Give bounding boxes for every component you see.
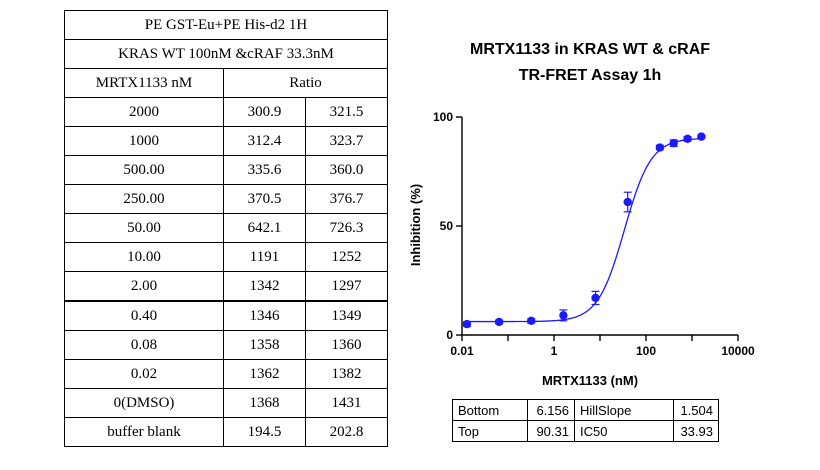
ratio-cell-rep1: 1342: [223, 271, 306, 302]
ratio-cell-rep1: 642.1: [223, 213, 306, 243]
ratio-cell-rep2: 1431: [305, 388, 388, 418]
ratio-cell-rep2: 1297: [305, 271, 388, 302]
x-tick-label: 0.01: [450, 344, 474, 358]
chart-subtitle: TR-FRET Assay 1h: [519, 67, 662, 84]
table-title-row-2: KRAS WT 100nM &cRAF 33.3nM: [64, 39, 388, 69]
data-point: [623, 197, 632, 207]
ratio-cell-rep1: 1362: [223, 359, 306, 389]
x-tick-label: 1: [551, 344, 558, 358]
ratio-cell-rep1: 335.6: [223, 155, 306, 185]
table-title-line1: PE GST-Eu+PE His-d2 1H: [64, 10, 388, 40]
x-tick-label: 10000: [721, 344, 755, 358]
data-point: [669, 138, 678, 148]
table-row: 500.00 335.6 360.0: [64, 155, 388, 185]
data-point: [494, 317, 504, 327]
x-axis: 0.01 1 100 10000: [450, 334, 755, 358]
ratio-cell-rep1: 1191: [223, 242, 306, 272]
table-row: 250.00 370.5 376.7: [64, 184, 388, 214]
concentration-cell: 0.08: [64, 330, 224, 360]
table-row: 0.40 1346 1349: [64, 300, 388, 331]
concentration-cell: 0.02: [64, 359, 224, 389]
table-row: 2000 300.9 321.5: [64, 97, 388, 127]
ratio-cell-rep2: 1382: [305, 359, 388, 389]
y-tick-label: 50: [440, 219, 454, 233]
table-row: 1000 312.4 323.7: [64, 126, 388, 156]
data-point: [559, 311, 568, 320]
fit-curve-layer: [466, 138, 702, 323]
ratio-cell-rep1: 312.4: [223, 126, 306, 156]
ratio-cell-rep1: 370.5: [223, 184, 306, 214]
concentration-cell: 0.40: [64, 300, 224, 331]
ic50-value: 33.93: [673, 420, 719, 442]
table-row: buffer blank 194.5 202.8: [64, 417, 388, 447]
ratio-cell-rep2: 1252: [305, 242, 388, 272]
table-row: 0(DMSO) 1368 1431: [64, 388, 388, 418]
table-header-row: MRTX1133 nM Ratio: [64, 68, 388, 98]
ratio-cell-rep1: 1368: [223, 388, 306, 418]
ratio-cell-rep2: 1360: [305, 330, 388, 360]
ratio-data-table: PE GST-Eu+PE His-d2 1H KRAS WT 100nM &cR…: [64, 10, 388, 447]
concentration-cell: buffer blank: [64, 417, 224, 447]
ratio-cell-rep2: 1349: [305, 300, 388, 331]
table-row: 50.00 642.1 726.3: [64, 213, 388, 243]
ratio-cell-rep1: 1358: [223, 330, 306, 360]
concentration-cell: 1000: [64, 126, 224, 156]
column-header-concentration: MRTX1133 nM: [64, 68, 224, 98]
data-point: [655, 143, 665, 152]
ratio-cell-rep2: 321.5: [305, 97, 388, 127]
x-axis-label: MRTX1133 (nM): [542, 373, 638, 388]
table-title-line2: KRAS WT 100nM &cRAF 33.3nM: [64, 39, 388, 69]
ratio-cell-rep2: 376.7: [305, 184, 388, 214]
table-row: 0.02 1362 1382: [64, 359, 388, 389]
ratio-cell-rep2: 202.8: [305, 417, 388, 447]
ratio-cell-rep2: 360.0: [305, 155, 388, 185]
ic50-label: IC50: [574, 420, 674, 442]
top-label: Top: [452, 420, 528, 442]
concentration-cell: 250.00: [64, 184, 224, 214]
fit-parameters-table: Bottom 6.156 HillSlope 1.504 Top 90.31 I…: [452, 399, 719, 442]
concentration-cell: 0(DMSO): [64, 388, 224, 418]
data-point: [462, 319, 472, 329]
chart-title: MRTX1133 in KRAS WT & cRAF: [470, 41, 710, 58]
table-row: 0.08 1358 1360: [64, 330, 388, 360]
data-point: [591, 293, 600, 303]
bottom-value: 6.156: [527, 399, 575, 421]
concentration-cell: 50.00: [64, 213, 224, 243]
ratio-cell-rep2: 323.7: [305, 126, 388, 156]
table-row: 2.00 1342 1297: [64, 271, 388, 302]
ratio-cell-rep2: 726.3: [305, 213, 388, 243]
hillslope-label: HillSlope: [574, 399, 674, 421]
data-points-layer: [462, 132, 706, 329]
data-point: [697, 132, 706, 141]
y-axis: 0 50 100: [433, 110, 463, 342]
hillslope-value: 1.504: [673, 399, 719, 421]
concentration-cell: 2.00: [64, 271, 224, 302]
column-header-ratio: Ratio: [223, 68, 388, 98]
concentration-cell: 2000: [64, 97, 224, 127]
top-value: 90.31: [527, 420, 575, 442]
ratio-cell-rep1: 300.9: [223, 97, 306, 127]
concentration-cell: 10.00: [64, 242, 224, 272]
concentration-cell: 500.00: [64, 155, 224, 185]
ratio-cell-rep1: 194.5: [223, 417, 306, 447]
y-tick-label: 0: [446, 328, 453, 342]
data-point: [683, 134, 692, 143]
fit-curve: [466, 138, 702, 323]
y-axis-label: Inhibition (%): [408, 184, 423, 266]
table-row: 10.00 1191 1252: [64, 242, 388, 272]
bottom-label: Bottom: [452, 399, 528, 421]
ratio-cell-rep1: 1346: [223, 300, 306, 331]
dose-response-chart: MRTX1133 in KRAS WT & cRAF TR-FRET Assay…: [408, 41, 755, 388]
fit-row: Bottom 6.156 HillSlope 1.504: [452, 399, 719, 421]
y-tick-label: 100: [433, 110, 453, 124]
data-point: [527, 316, 536, 326]
table-title-row-1: PE GST-Eu+PE His-d2 1H: [64, 10, 388, 40]
x-tick-label: 100: [636, 344, 656, 358]
fit-row: Top 90.31 IC50 33.93: [452, 420, 719, 442]
